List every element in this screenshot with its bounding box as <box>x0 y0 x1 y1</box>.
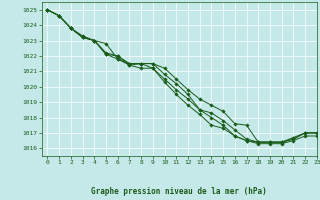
Text: Graphe pression niveau de la mer (hPa): Graphe pression niveau de la mer (hPa) <box>91 187 267 196</box>
